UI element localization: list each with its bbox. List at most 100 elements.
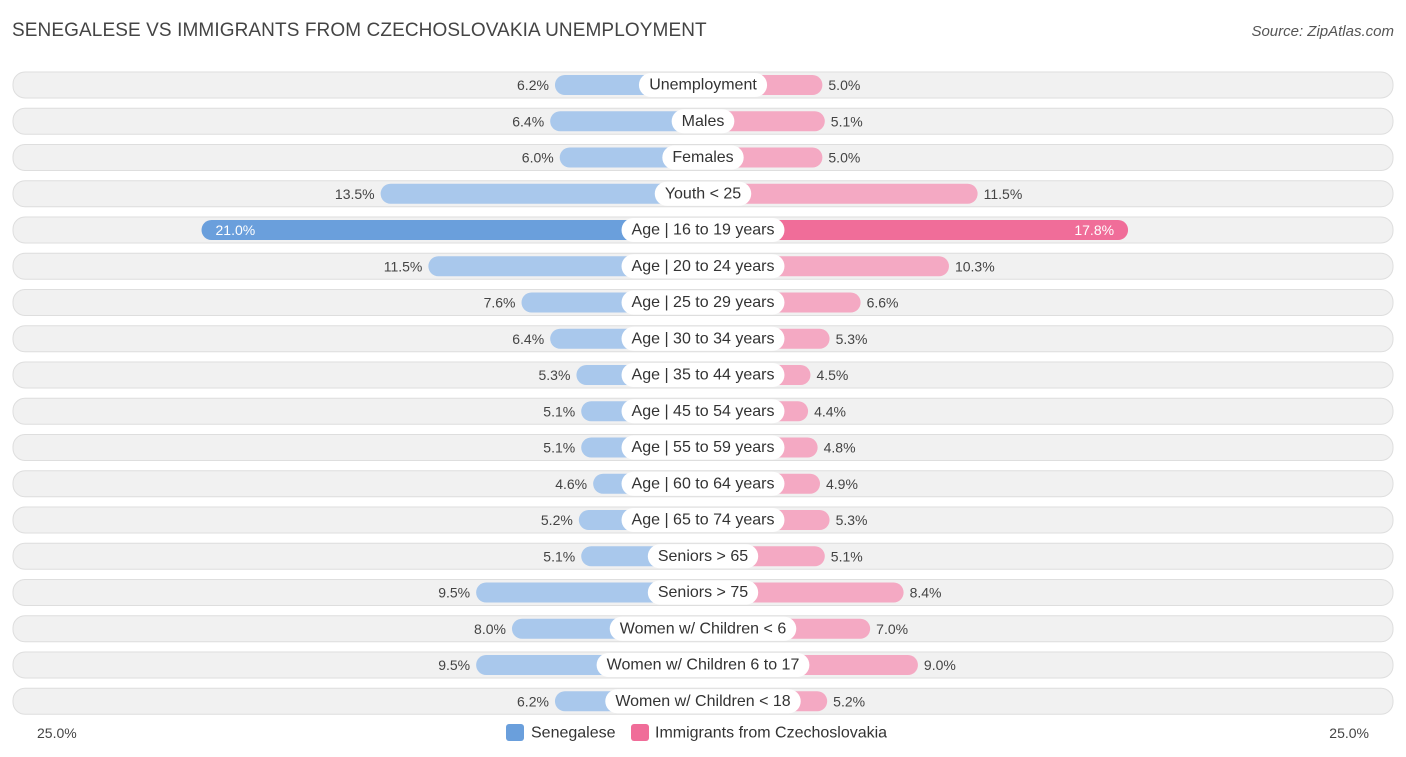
legend-label-czechoslovakia: Immigrants from Czechoslovakia: [655, 725, 887, 742]
value-label-senegalese: 6.2%: [517, 693, 549, 709]
category-label: Age | 20 to 24 years: [632, 258, 775, 275]
category-label-box: [647, 580, 759, 605]
category-label: Seniors > 65: [658, 548, 748, 565]
category-label: Age | 55 to 59 years: [632, 439, 775, 456]
chart-row-age-25-to-29-years: Age | 25 to 29 years 7.6% 6.6%: [12, 289, 1394, 316]
value-label-senegalese: 6.4%: [512, 331, 544, 347]
category-label-box: [621, 471, 785, 496]
chart-row-males: Males 6.4% 5.1%: [12, 107, 1394, 135]
value-label-senegalese: 7.6%: [484, 295, 516, 311]
category-label: Age | 35 to 44 years: [632, 367, 775, 384]
chart-row-age-30-to-34-years: Age | 30 to 34 years 6.4% 5.3%: [12, 325, 1394, 353]
bar-senegalese: [550, 111, 703, 132]
value-label-senegalese: 5.1%: [543, 548, 575, 564]
value-label-czechoslovakia: 5.3%: [836, 331, 868, 347]
value-label-czechoslovakia: 5.0%: [828, 77, 860, 93]
bar-czechoslovakia: [703, 183, 978, 204]
chart-row-age-35-to-44-years: Age | 35 to 44 years 5.3% 4.5%: [12, 361, 1394, 389]
category-label: Age | 45 to 54 years: [632, 403, 775, 420]
category-label-box: [605, 689, 801, 714]
category-label: Females: [672, 149, 733, 166]
axis-label-left: 25.0%: [37, 725, 77, 741]
value-label-czechoslovakia: 17.8%: [1074, 222, 1114, 238]
category-label: Women w/ Children < 6: [620, 620, 787, 637]
value-label-senegalese: 5.3%: [539, 367, 571, 383]
category-label-box: [621, 435, 785, 460]
category-label: Age | 16 to 19 years: [632, 222, 775, 239]
value-label-czechoslovakia: 8.4%: [910, 585, 942, 601]
value-label-czechoslovakia: 4.4%: [814, 403, 846, 419]
value-label-senegalese: 13.5%: [335, 186, 375, 202]
value-label-czechoslovakia: 5.2%: [833, 693, 865, 709]
chart-row-women-w-children-18: Women w/ Children < 18 6.2% 5.2%: [12, 687, 1394, 715]
value-label-czechoslovakia: 9.0%: [924, 657, 956, 673]
chart-row-age-45-to-54-years: Age | 45 to 54 years 5.1% 4.4%: [12, 397, 1394, 425]
category-label-box: [596, 653, 810, 677]
chart-rows: Unemployment 6.2% 5.0% Males 6.4% 5.1% Females…: [12, 71, 1394, 715]
value-label-czechoslovakia: 5.0%: [828, 150, 860, 166]
category-label-box: [662, 145, 744, 170]
bar-senegalese: [380, 183, 703, 204]
category-label-box: [621, 363, 785, 387]
chart-row-seniors-65: Seniors > 65 5.1% 5.1%: [12, 542, 1394, 570]
category-label: Age | 60 to 64 years: [632, 475, 775, 492]
value-label-czechoslovakia: 4.9%: [826, 476, 858, 492]
legend-swatch-senegalese: [506, 724, 524, 741]
category-label: Males: [682, 113, 725, 130]
value-label-senegalese: 6.0%: [522, 150, 554, 166]
category-label: Youth < 25: [665, 185, 741, 202]
value-label-senegalese: 6.4%: [512, 113, 544, 129]
chart-row-seniors-75: Seniors > 75 9.5% 8.4%: [12, 579, 1394, 606]
category-label: Age | 65 to 74 years: [632, 512, 775, 529]
chart-source: Source: ZipAtlas.com: [1251, 23, 1394, 40]
category-label: Women w/ Children 6 to 17: [607, 657, 800, 674]
chart-title: SENEGALESE VS IMMIGRANTS FROM CZECHOSLOV…: [12, 20, 707, 41]
chart-row-women-w-children-6-to-17: Women w/ Children 6 to 17 9.5% 9.0%: [12, 651, 1394, 679]
category-label-box: [621, 508, 785, 532]
value-label-senegalese: 8.0%: [474, 621, 506, 637]
bar-senegalese: [476, 582, 703, 603]
value-label-czechoslovakia: 4.8%: [824, 440, 856, 456]
value-label-czechoslovakia: 6.6%: [867, 295, 899, 311]
category-label-box: [671, 109, 735, 134]
value-label-czechoslovakia: 7.0%: [876, 621, 908, 637]
category-label: Seniors > 75: [658, 584, 748, 601]
chart-row-age-16-to-19-years: Age | 16 to 19 years 21.0% 17.8%: [12, 216, 1394, 244]
value-label-senegalese: 6.2%: [517, 77, 549, 93]
category-label-box: [621, 326, 785, 351]
chart-row-youth-25: Youth < 25 13.5% 11.5%: [12, 180, 1394, 208]
value-label-senegalese: 11.5%: [384, 258, 423, 274]
value-label-czechoslovakia: 5.1%: [831, 113, 863, 129]
chart-row-women-w-children-6: Women w/ Children < 6 8.0% 7.0%: [12, 615, 1394, 643]
category-label-box: [621, 290, 785, 315]
chart-row-age-20-to-24-years: Age | 20 to 24 years 11.5% 10.3%: [12, 252, 1394, 280]
value-label-senegalese: 5.2%: [541, 512, 573, 528]
category-label: Age | 25 to 29 years: [632, 294, 775, 311]
chart-row-age-55-to-59-years: Age | 55 to 59 years 5.1% 4.8%: [12, 434, 1394, 461]
value-label-senegalese: 4.6%: [555, 476, 587, 492]
category-label: Age | 30 to 34 years: [632, 330, 775, 347]
chart-row-age-65-to-74-years: Age | 65 to 74 years 5.2% 5.3%: [12, 506, 1394, 534]
category-label-box: [647, 544, 759, 569]
value-label-senegalese: 9.5%: [438, 657, 470, 673]
value-label-czechoslovakia: 5.3%: [836, 512, 868, 528]
category-label-box: [621, 399, 785, 424]
value-label-senegalese: 5.1%: [543, 403, 575, 419]
category-label-box: [609, 616, 797, 641]
bar-czechoslovakia: [703, 111, 825, 132]
category-label-box: [654, 181, 752, 206]
category-label-box: [621, 254, 785, 279]
chart-row-age-60-to-64-years: Age | 60 to 64 years 4.6% 4.9%: [12, 470, 1394, 498]
chart-axis: 25.0% 25.0%: [37, 725, 1369, 741]
value-label-senegalese: 9.5%: [438, 585, 470, 601]
value-label-senegalese: 5.1%: [543, 440, 575, 456]
legend: Senegalese Immigrants from Czechoslovaki…: [506, 724, 887, 742]
value-label-senegalese: 21.0%: [216, 222, 256, 238]
chart-row-unemployment: Unemployment 6.2% 5.0%: [12, 71, 1394, 99]
legend-swatch-czechoslovakia: [631, 724, 649, 741]
category-label: Unemployment: [649, 77, 757, 94]
category-label-box: [638, 73, 768, 97]
value-label-czechoslovakia: 10.3%: [955, 258, 995, 274]
bar-senegalese: [201, 220, 703, 240]
chart-row-females: Females 6.0% 5.0%: [12, 144, 1394, 171]
